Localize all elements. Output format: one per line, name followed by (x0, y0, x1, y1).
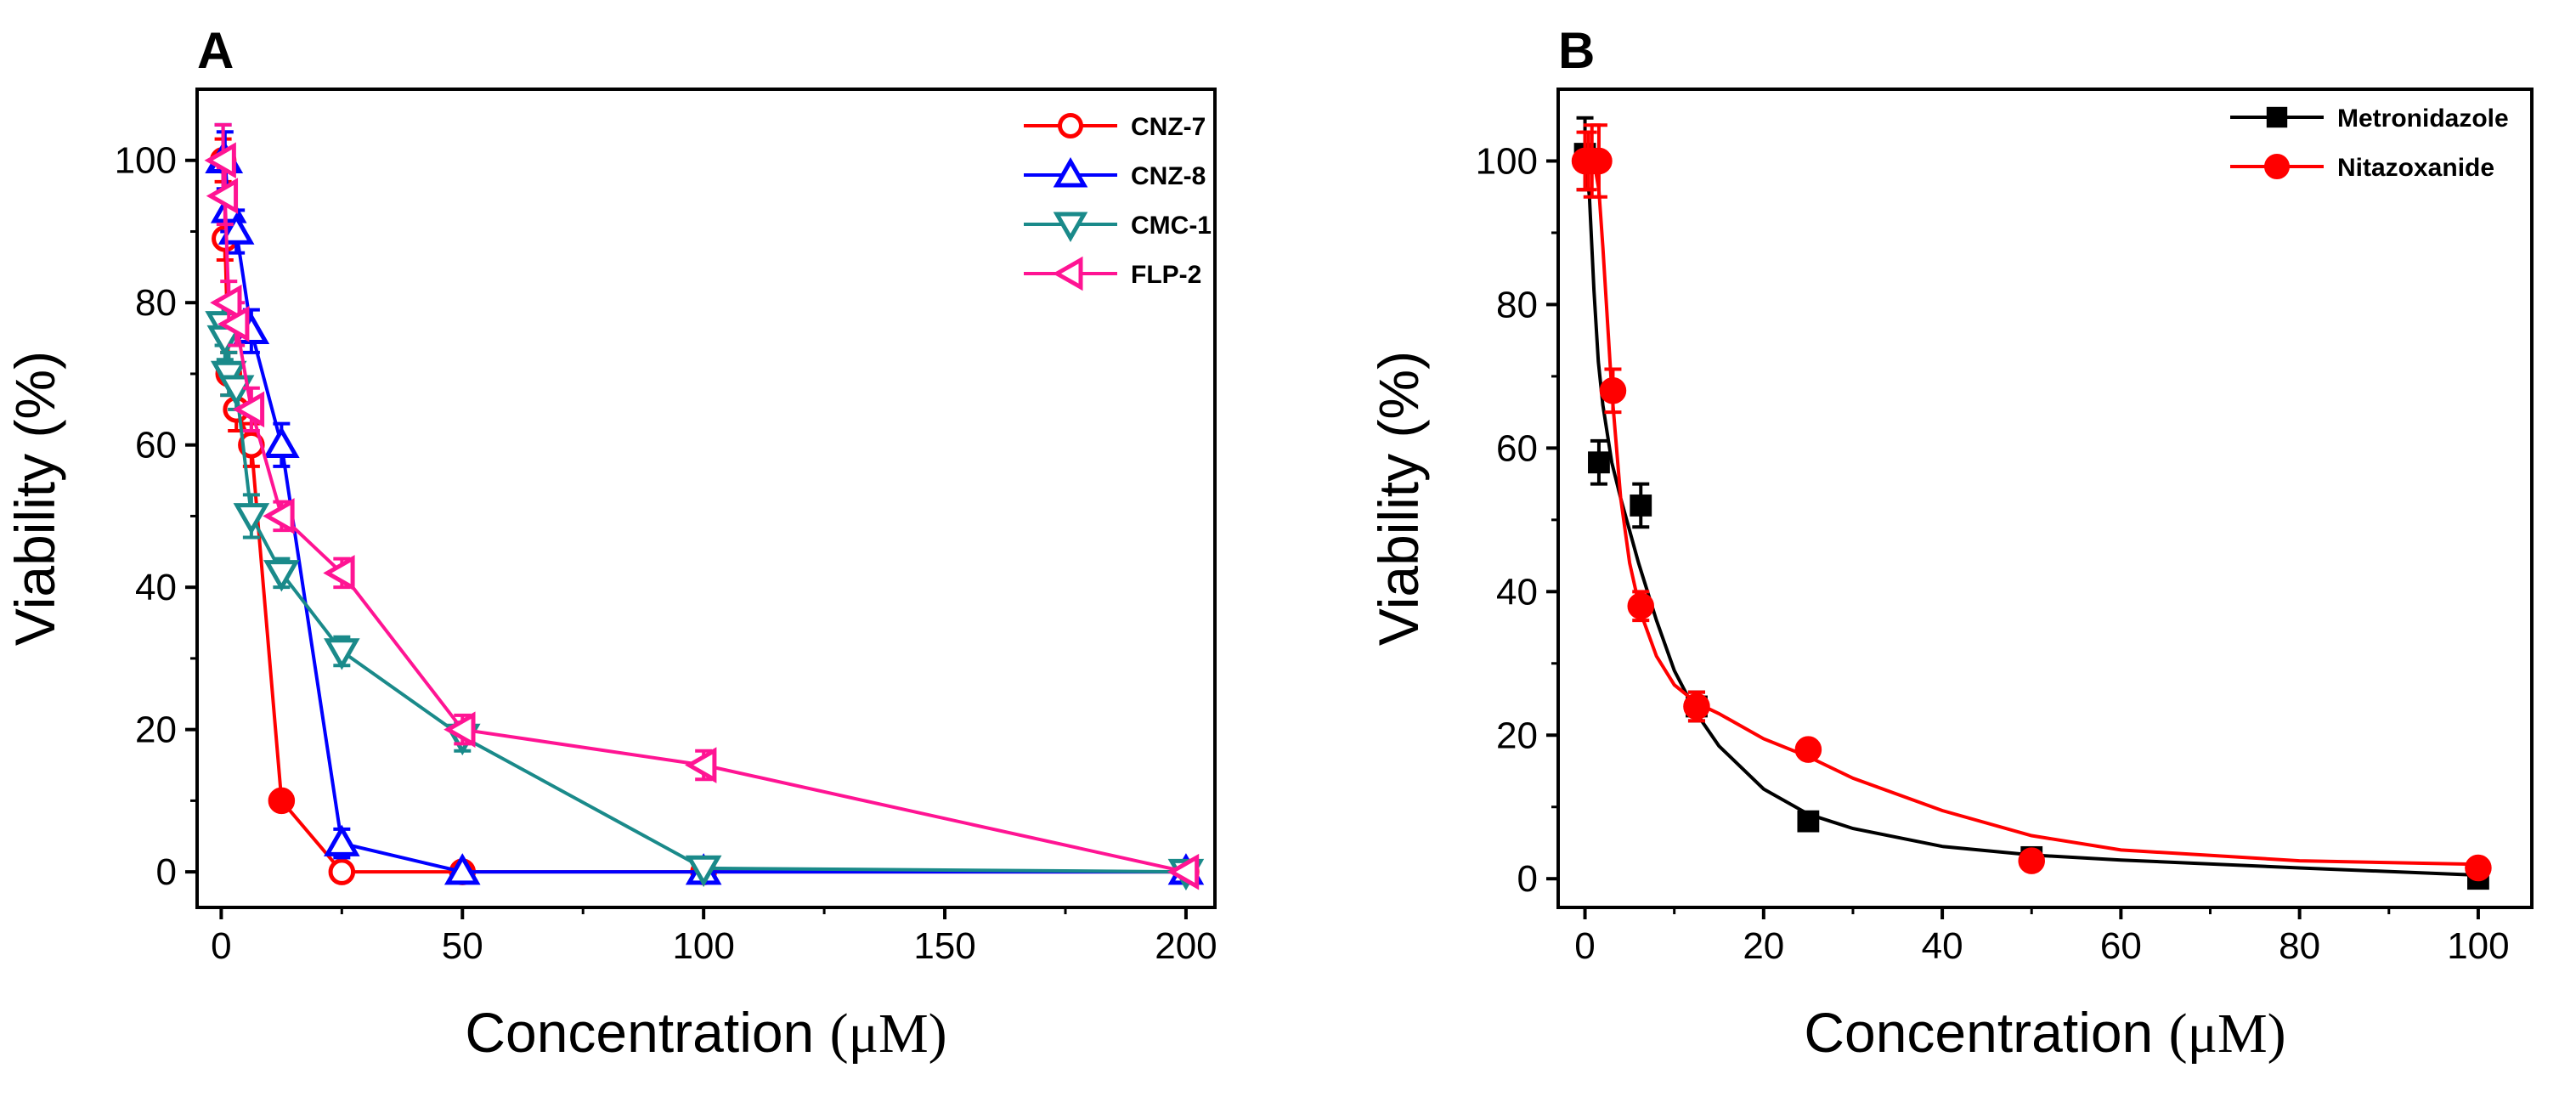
data-point (1627, 592, 1655, 619)
legend-marker (2264, 154, 2290, 179)
data-point (443, 853, 481, 885)
y-tick-label: 40 (1496, 571, 1538, 613)
x-tick-label: 0 (211, 925, 231, 967)
x-axis-title: Concentration (μM) (1804, 1001, 2285, 1065)
data-point (1167, 853, 1200, 890)
y-tick-label: 60 (1496, 427, 1538, 469)
series-line (221, 160, 1187, 874)
data-point (1588, 451, 1610, 474)
y-tick-label: 20 (1496, 715, 1538, 756)
x-axis-title-text: Concentration (1804, 1001, 2168, 1064)
data-point (1599, 377, 1627, 404)
panel-a: A 0 50 100 150 200 0 20 40 60 80 100 Concentration … (3, 22, 1217, 1065)
data-point (328, 858, 356, 885)
y-tick-label: 20 (135, 709, 177, 751)
data-point (324, 638, 360, 670)
legend-marker (1053, 156, 1088, 188)
x-axis-unit: (μM) (2169, 1003, 2286, 1065)
x-tick-label: 0 (1574, 925, 1595, 967)
x-tick-label: 100 (2447, 925, 2509, 967)
data-point (443, 711, 476, 748)
data-point (204, 142, 236, 179)
data-point (233, 503, 270, 535)
data-point (685, 747, 717, 783)
y-tick-label: 0 (156, 851, 177, 893)
x-tick-label: 20 (1743, 925, 1784, 967)
data-point (206, 178, 239, 214)
fit-curve (1583, 153, 2478, 877)
x-tick-label: 50 (442, 925, 483, 967)
data-point (1585, 147, 1613, 175)
fit-curve (1585, 159, 2478, 867)
panel-b: B 0 20 40 60 80 100 0 20 40 60 80 100 Concentration … (1367, 22, 2534, 1065)
x-tick-label: 40 (1922, 925, 1963, 967)
data-point (263, 426, 300, 458)
plot-frame (195, 88, 1217, 909)
plot-frame (1556, 88, 2534, 909)
legend-label: CNZ-7 (1131, 113, 1206, 141)
x-tick-label: 200 (1155, 925, 1217, 967)
data-point (1683, 692, 1710, 721)
y-axis-title: Viability (%) (3, 351, 66, 646)
data-point (217, 375, 255, 407)
series-line (221, 324, 1186, 874)
legend: Metronidazole Nitazoxanide (2230, 105, 2509, 182)
legend: CNZ-7 CNZ-8 CMC-1 FLP-2 (1024, 113, 1212, 291)
data-point (1794, 736, 1822, 763)
legend-marker (1053, 212, 1088, 243)
x-tick-label: 80 (2279, 925, 2320, 967)
y-tick-label: 40 (135, 567, 177, 608)
legend-label: CNZ-8 (1131, 162, 1206, 190)
x-axis-title: Concentration (μM) (465, 1001, 946, 1065)
y-tick-label: 80 (135, 282, 177, 324)
x-tick-label: 60 (2100, 925, 2142, 967)
legend-label: Nitazoxanide (2337, 154, 2494, 182)
data-point (217, 306, 250, 342)
legend-marker (2266, 106, 2288, 128)
y-tick-label: 80 (1496, 284, 1538, 325)
legend-marker (1058, 113, 1083, 138)
y-tick-label: 100 (115, 140, 177, 182)
data-point (2465, 854, 2492, 882)
data-point (1630, 494, 1652, 517)
legend-label: FLP-2 (1131, 261, 1201, 289)
x-axis-title-text: Concentration (465, 1001, 829, 1064)
series-nitazoxanide (1571, 123, 2492, 882)
series-metronidazole (1573, 116, 2489, 890)
legend-label: Metronidazole (2337, 105, 2509, 133)
panel-label-a: A (197, 22, 234, 79)
data-point (263, 560, 300, 592)
data-point (232, 391, 265, 428)
y-tick-label: 100 (1476, 140, 1538, 182)
data-point (685, 855, 722, 887)
panel-label-b: B (1558, 22, 1595, 79)
data-point (1797, 810, 1820, 833)
y-axis-title: Viability (%) (1367, 351, 1430, 646)
x-tick-label: 150 (913, 925, 975, 967)
legend-marker (1052, 256, 1083, 291)
series-flp-2 (204, 122, 1200, 890)
data-point (324, 824, 360, 856)
x-axis-unit: (μM) (830, 1003, 947, 1065)
legend-label: CMC-1 (1131, 212, 1212, 240)
y-tick-label: 0 (1517, 858, 1538, 900)
data-point (217, 212, 255, 245)
data-point (2018, 847, 2045, 874)
x-tick-label: 100 (672, 925, 734, 967)
data-point (268, 787, 296, 815)
y-tick-label: 60 (135, 425, 177, 466)
data-point (323, 555, 355, 591)
data-point (210, 284, 242, 321)
data-point (263, 498, 295, 534)
